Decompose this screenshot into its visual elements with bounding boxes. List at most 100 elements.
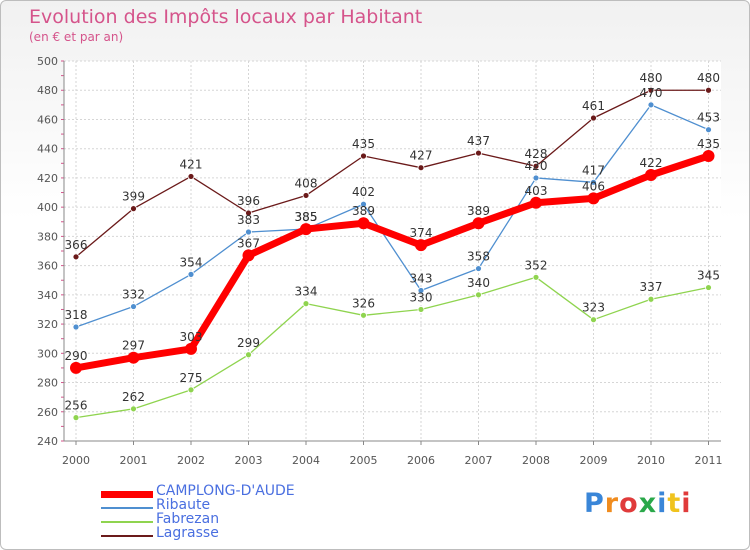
data-point — [417, 164, 425, 172]
data-label: 402 — [352, 185, 375, 199]
data-label: 262 — [122, 390, 145, 404]
x-tick-label: 2003 — [235, 454, 263, 467]
legend-label: Fabrezan — [156, 511, 220, 527]
data-label: 385 — [295, 210, 318, 224]
data-label: 358 — [467, 250, 490, 264]
data-point — [705, 86, 712, 94]
data-point — [242, 249, 255, 262]
chart-title: Evolution des Impôts locaux par Habitant — [29, 6, 423, 28]
data-label: 323 — [582, 301, 605, 315]
data-label: 420 — [525, 159, 548, 173]
y-tick-label: 280 — [37, 377, 58, 390]
chart-subtitle: (en € et par an) — [29, 30, 124, 44]
data-point — [415, 239, 427, 252]
x-tick-label: 2010 — [637, 454, 665, 467]
data-point — [532, 162, 540, 170]
data-point — [590, 114, 597, 122]
data-point — [360, 152, 367, 160]
y-tick-label: 320 — [37, 318, 58, 331]
logo-letter: i — [657, 488, 668, 519]
data-point — [705, 284, 712, 291]
data-point — [360, 311, 367, 319]
data-point — [702, 150, 715, 162]
data-point — [185, 342, 197, 355]
data-point — [532, 273, 540, 281]
data-label: 408 — [295, 176, 318, 190]
legend-label: CAMPLONG-D'AUDE — [156, 483, 295, 499]
y-tick-label: 240 — [37, 435, 58, 448]
data-label: 403 — [525, 184, 548, 198]
x-tick-label: 2007 — [465, 454, 493, 467]
data-label: 461 — [582, 99, 605, 113]
data-point — [187, 173, 195, 180]
x-tick-label: 2006 — [407, 454, 435, 467]
data-label: 326 — [352, 296, 375, 310]
x-tick-label: 2000 — [62, 454, 90, 467]
data-label: 383 — [237, 213, 260, 227]
data-label: 367 — [237, 236, 260, 250]
y-tick-label: 420 — [37, 172, 58, 185]
data-point — [360, 200, 367, 208]
y-tick-label: 260 — [37, 406, 58, 419]
data-label: 343 — [410, 271, 433, 285]
data-label: 330 — [410, 290, 433, 304]
data-point — [645, 169, 657, 181]
data-point — [647, 86, 655, 94]
legend-swatch — [101, 535, 153, 537]
y-tick-label: 500 — [37, 55, 58, 68]
data-point — [647, 295, 655, 303]
x-tick-label: 2011 — [695, 454, 723, 467]
data-label: 366 — [65, 238, 88, 252]
data-label: 480 — [640, 71, 663, 85]
data-point — [530, 196, 542, 209]
legend-swatch — [101, 507, 153, 509]
data-label: 256 — [65, 399, 88, 413]
data-point — [532, 174, 540, 182]
data-label: 470 — [640, 86, 663, 100]
legend-label: Ribaute — [156, 497, 211, 513]
logo-letter: o — [619, 488, 639, 519]
data-label: 435 — [697, 137, 720, 151]
data-point — [475, 149, 482, 157]
data-label: 406 — [582, 179, 605, 193]
y-tick-label: 380 — [37, 230, 58, 243]
data-label: 318 — [65, 308, 88, 322]
data-point — [187, 270, 195, 278]
data-label: 297 — [122, 339, 145, 353]
logo-letter: i — [681, 488, 692, 519]
data-label: 396 — [237, 194, 260, 208]
data-point — [472, 217, 485, 230]
data-label: 340 — [467, 276, 490, 290]
data-point — [417, 287, 425, 294]
y-tick-label: 360 — [37, 260, 58, 273]
data-point — [300, 223, 312, 236]
data-point — [245, 351, 252, 359]
data-label: 427 — [410, 149, 433, 163]
data-point — [245, 209, 252, 217]
data-point — [72, 253, 80, 261]
data-point — [590, 178, 597, 186]
data-point — [72, 323, 80, 331]
data-point — [130, 405, 137, 413]
proxiti-logo: Proxiti — [584, 488, 692, 519]
data-point — [72, 414, 80, 422]
data-label: 417 — [582, 163, 605, 177]
series-line-camplong-d-aude — [75, 152, 710, 372]
data-point — [475, 291, 482, 299]
data-label: 332 — [122, 288, 145, 302]
data-label: 428 — [525, 147, 548, 161]
data-label: 334 — [295, 285, 318, 299]
data-point — [475, 265, 482, 272]
data-point — [302, 192, 310, 199]
data-label: 480 — [697, 71, 720, 85]
data-label: 389 — [467, 204, 490, 218]
data-label: 399 — [122, 190, 145, 204]
series-line-fabrezan — [75, 276, 709, 419]
logo-letter: t — [667, 488, 682, 519]
data-point — [130, 205, 137, 213]
y-tick-label: 300 — [37, 347, 58, 360]
x-tick-label: 2008 — [522, 454, 550, 467]
data-label: 422 — [640, 156, 663, 170]
logo-letter: P — [584, 488, 605, 519]
